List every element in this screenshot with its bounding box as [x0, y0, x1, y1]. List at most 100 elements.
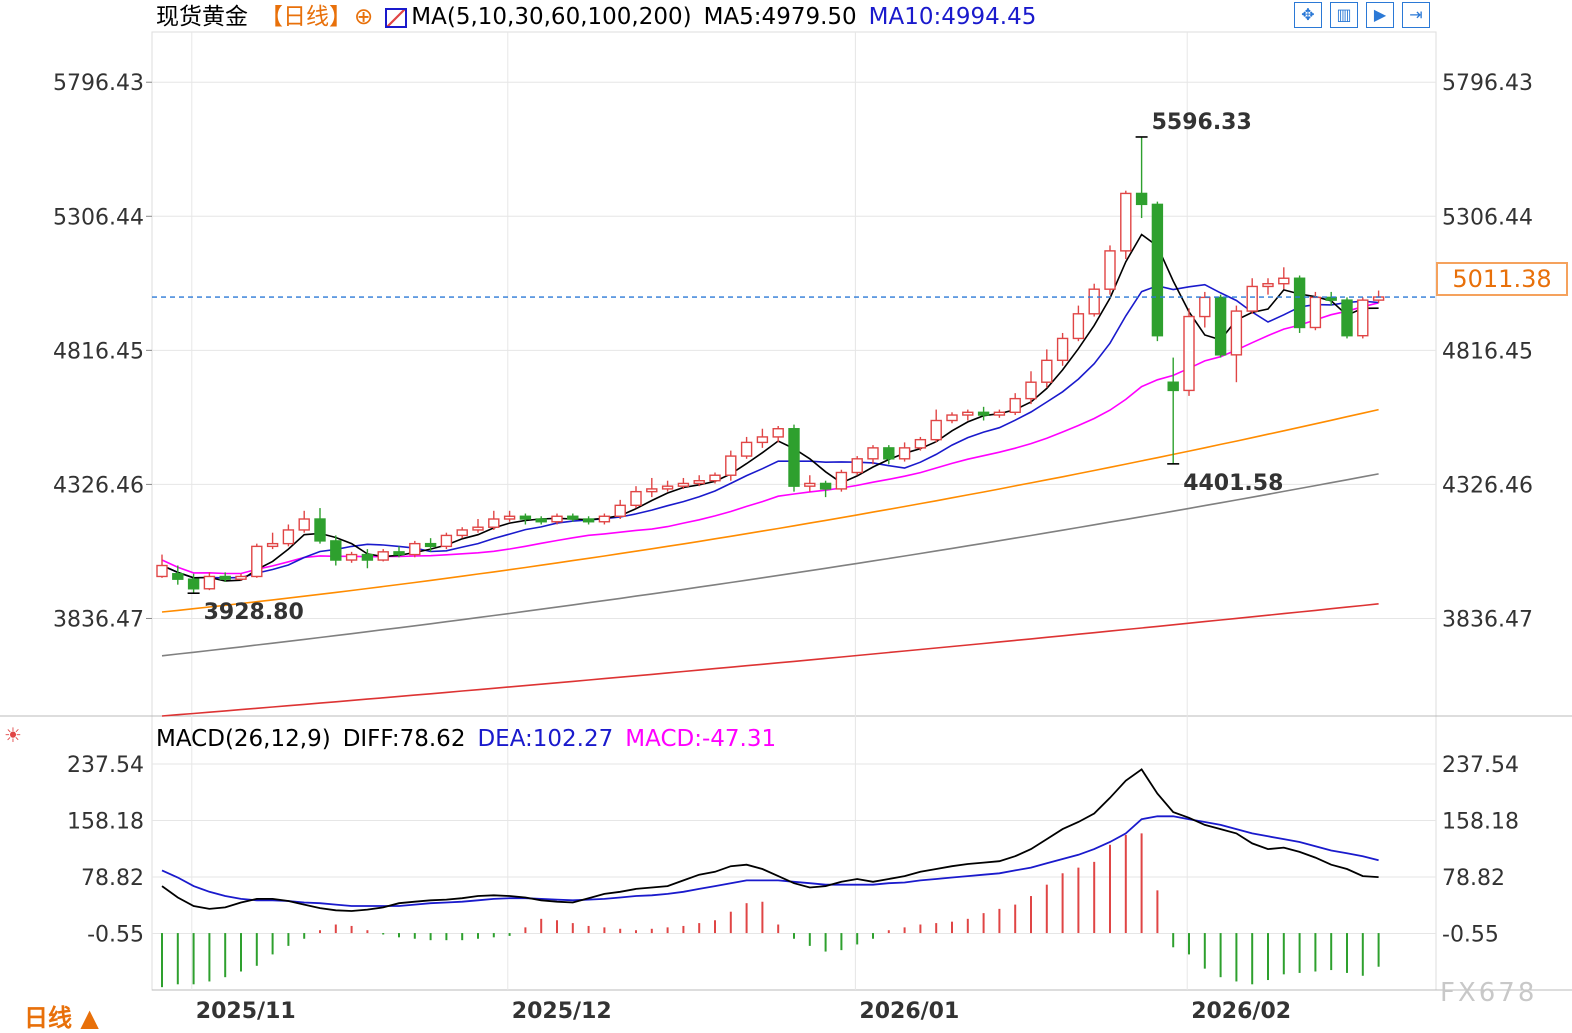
candle-up [946, 414, 958, 422]
macd-y-tick-left: 158.18 [67, 809, 144, 834]
candle-down [393, 551, 405, 556]
candle-up [993, 411, 1006, 416]
candle-up [740, 441, 753, 457]
watermark: FX678 [1440, 978, 1538, 1008]
candle-down [788, 428, 800, 487]
candle-up [1262, 283, 1274, 288]
macd-hist: MACD:-47.31 [625, 726, 777, 752]
candle-up [298, 518, 310, 531]
candle-up [930, 419, 942, 441]
candle-down [582, 518, 595, 523]
y-tick-left: 4816.45 [53, 339, 144, 364]
current-price-tag: 5011.38 [1436, 262, 1568, 296]
candle-up [1357, 299, 1369, 337]
candle-down [314, 518, 326, 542]
candle-down [1167, 381, 1179, 392]
ma10-line [161, 283, 1379, 579]
candle-down [1341, 299, 1353, 337]
period-label[interactable]: 【日线】 [260, 4, 352, 30]
candle-up [914, 438, 927, 449]
candle-down [567, 515, 579, 520]
candle-up [630, 490, 642, 507]
y-tick-left: 5306.44 [53, 205, 144, 230]
macd-title[interactable]: MACD(26,12,9) [156, 726, 331, 752]
play-icon[interactable]: ▶ [1366, 2, 1394, 28]
candle-up [693, 480, 705, 485]
candle-down [1151, 203, 1164, 337]
candle-up [804, 482, 816, 487]
x-tick-label: 2026/01 [859, 999, 959, 1024]
add-indicator-icon[interactable]: ⊕ [354, 4, 374, 30]
candle-up [1056, 337, 1069, 362]
ma-indicator-icon[interactable] [385, 7, 408, 28]
y-tick-right: 4816.45 [1442, 339, 1533, 364]
candle-down [519, 515, 532, 520]
candle-down [219, 575, 231, 580]
candle-up [725, 455, 737, 476]
candle-up [282, 529, 295, 545]
x-tick-label: 2025/11 [196, 999, 296, 1024]
x-tick-label: 2025/12 [512, 999, 612, 1024]
candle-down [1135, 192, 1148, 206]
period-switch-button[interactable]: 日线 ▲ [24, 1004, 99, 1032]
jump-end-icon[interactable]: ⇥ [1402, 2, 1430, 28]
candle-up [661, 485, 674, 490]
candle-down [172, 573, 184, 580]
candle-up [677, 482, 690, 487]
ma100-line [161, 473, 1379, 657]
candle-up [345, 553, 358, 561]
candle-up [409, 542, 421, 556]
candle-up [772, 428, 784, 438]
candle-up [1199, 296, 1211, 318]
candle-up [1009, 397, 1021, 414]
macd-y-tick-left: 237.54 [67, 753, 144, 778]
candle-up [377, 551, 389, 561]
candle-down [1214, 296, 1227, 356]
macd-y-tick-right: 158.18 [1442, 809, 1519, 834]
ma-label[interactable]: MA(5,10,30,60,100,200) [411, 4, 692, 30]
settings-gear-icon[interactable]: ☀ [4, 723, 22, 747]
candle-down [819, 482, 832, 490]
ma200-line [161, 603, 1379, 717]
y-tick-right: 5796.43 [1442, 71, 1533, 96]
macd-diff: DIFF:78.62 [342, 726, 466, 752]
crosshair-grid-icon[interactable]: ✥ [1294, 2, 1322, 28]
candle-up [1041, 359, 1053, 383]
instrument-name: 现货黄金 [156, 4, 248, 30]
y-tick-left: 5796.43 [53, 71, 144, 96]
candle-up [456, 529, 468, 537]
candle-down [330, 540, 342, 561]
candle-up [251, 545, 263, 578]
macd-y-tick-right: -0.55 [1442, 922, 1499, 947]
candle-up [962, 411, 974, 416]
candle-up [203, 575, 216, 590]
y-tick-left: 4326.46 [53, 473, 144, 498]
candle-up [646, 488, 658, 493]
y-tick-left: 3836.47 [53, 607, 144, 632]
annotation-label: 4401.58 [1183, 471, 1283, 496]
macd-dea: DEA:102.27 [477, 726, 614, 752]
candle-up [1183, 315, 1195, 392]
annotation-label: 5596.33 [1152, 110, 1252, 135]
candle-up [1120, 192, 1132, 252]
candle-up [614, 504, 626, 517]
candle-up [1246, 285, 1258, 312]
ma5-value: MA5:4979.50 [703, 4, 857, 30]
candle-toggle-icon[interactable]: ▥ [1330, 2, 1358, 28]
candle-up [867, 447, 879, 460]
candle-up [1072, 313, 1085, 340]
candle-up [440, 534, 453, 548]
candle-up [266, 542, 279, 548]
macd-y-tick-left: 78.82 [81, 866, 144, 891]
candle-down [361, 553, 374, 561]
candle-up [898, 447, 911, 460]
candle-up [1104, 250, 1116, 290]
x-tick-label: 2026/02 [1191, 999, 1291, 1024]
macd-diff-line [161, 768, 1379, 912]
candle-up [1025, 381, 1037, 400]
ma30-line [161, 302, 1379, 575]
candle-down [977, 411, 990, 416]
annotation-label: 3928.80 [204, 600, 304, 625]
candle-up [851, 458, 863, 474]
